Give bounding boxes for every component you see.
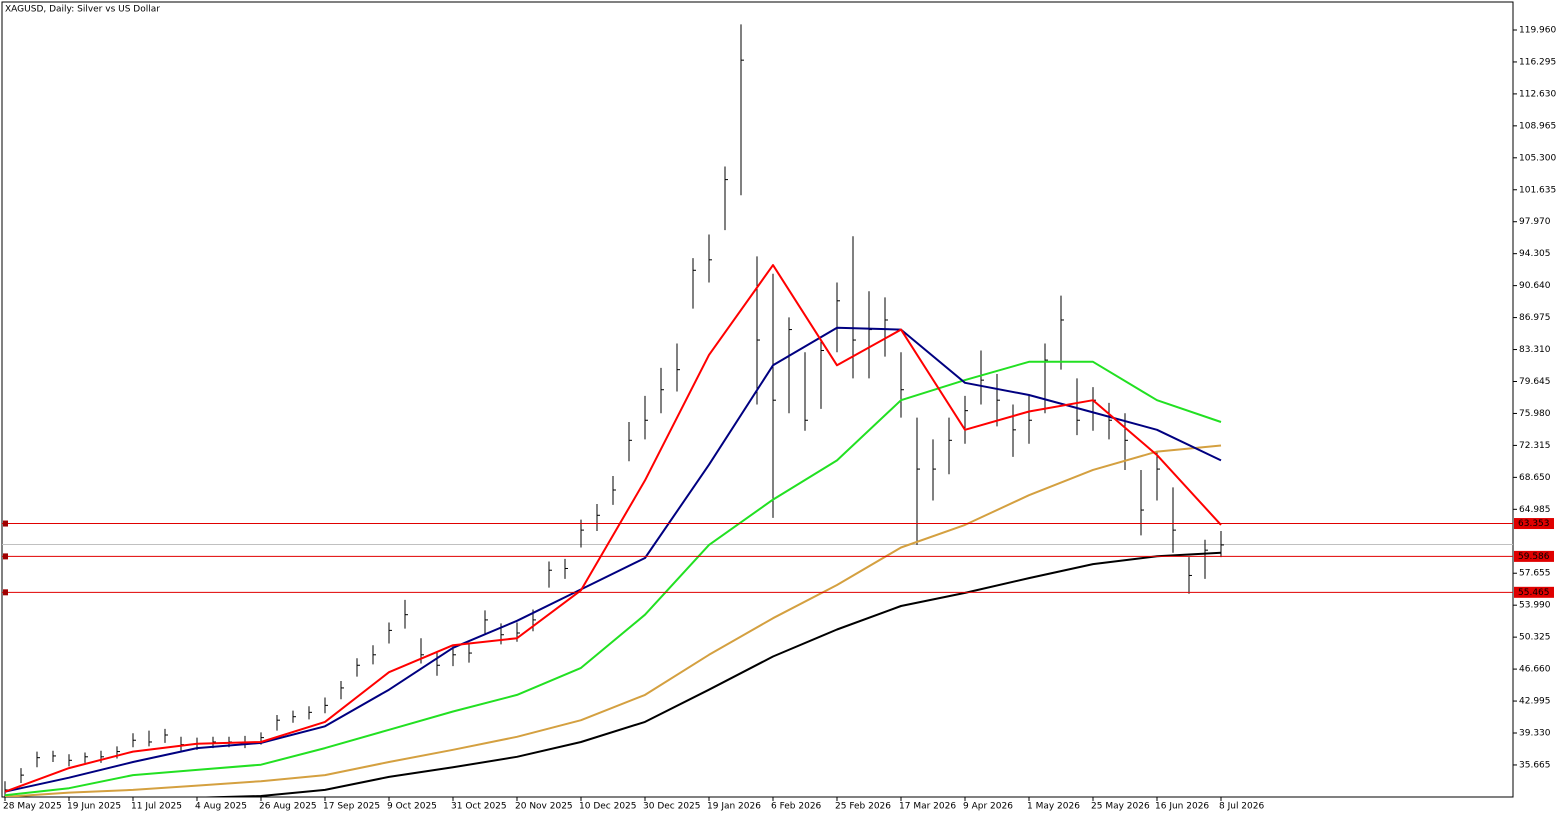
x-tick-label: 19 Jun 2025 [67, 802, 121, 812]
level-marker [3, 589, 8, 596]
y-tick-label: 119.960 [1519, 25, 1556, 35]
y-tick-label: 72.315 [1519, 441, 1551, 451]
y-tick-label: 35.665 [1519, 760, 1551, 770]
x-tick-label: 25 May 2026 [1091, 802, 1150, 812]
x-tick-label: 17 Sep 2025 [323, 802, 380, 812]
y-tick-label: 39.330 [1519, 729, 1551, 739]
chart-title: XAGUSD, Daily: Silver vs US Dollar [5, 5, 160, 15]
y-tick-label: 83.310 [1519, 345, 1551, 355]
y-tick-label: 75.980 [1519, 409, 1551, 419]
moving-average [4, 444, 1222, 797]
x-tick-label: 28 May 2025 [3, 802, 62, 812]
x-tick-label: 8 Jul 2026 [1219, 802, 1264, 812]
y-tick-label: 86.975 [1519, 313, 1551, 323]
y-tick-label: 101.635 [1519, 185, 1556, 195]
y-tick-label: 112.630 [1519, 89, 1556, 99]
y-tick-label: 94.305 [1519, 249, 1551, 259]
y-tick-label: 108.965 [1519, 121, 1556, 131]
x-tick-label: 4 Aug 2025 [195, 802, 247, 812]
y-tick-label: 53.990 [1519, 601, 1551, 611]
x-tick-label: 25 Feb 2026 [835, 802, 891, 812]
y-tick-label: 90.640 [1519, 281, 1551, 291]
moving-average [4, 264, 1222, 793]
x-tick-label: 16 Jun 2026 [1155, 802, 1209, 812]
level-label: 63.353 [1518, 519, 1550, 529]
y-tick-label: 42.995 [1519, 697, 1551, 707]
x-tick-label: 1 May 2026 [1027, 802, 1080, 812]
moving-average [4, 360, 1222, 797]
level-label-bg [1514, 550, 1554, 562]
moving-average [4, 326, 1222, 793]
x-tick-label: 10 Dec 2025 [579, 802, 637, 812]
plot-area [2, 24, 1513, 797]
y-tick-label: 116.295 [1519, 57, 1556, 67]
level-label: 55.465 [1518, 588, 1550, 598]
y-tick-label: 105.300 [1519, 153, 1556, 163]
x-tick-label: 26 Aug 2025 [259, 802, 317, 812]
x-tick-label: 20 Nov 2025 [515, 802, 573, 812]
y-tick-label: 97.970 [1519, 217, 1551, 227]
x-tick-label: 31 Oct 2025 [451, 802, 507, 812]
x-tick-label: 19 Jan 2026 [707, 802, 761, 812]
y-tick-label: 68.650 [1519, 473, 1551, 483]
level-marker [3, 553, 8, 560]
y-tick-label: 64.985 [1519, 505, 1551, 515]
level-marker [3, 520, 8, 527]
level-label-bg [1514, 518, 1554, 530]
x-tick-label: 11 Jul 2025 [131, 802, 182, 812]
moving-average [192, 551, 1222, 797]
x-tick-label: 6 Feb 2026 [771, 802, 822, 812]
y-tick-label: 50.325 [1519, 633, 1551, 643]
y-tick-label: 46.660 [1519, 665, 1551, 675]
level-label: 59.586 [1518, 552, 1550, 562]
x-tick-label: 17 Mar 2026 [899, 802, 956, 812]
x-tick-label: 9 Apr 2026 [963, 802, 1013, 812]
level-label-bg [1514, 586, 1554, 598]
x-tick-label: 30 Dec 2025 [643, 802, 701, 812]
y-tick-label: 79.645 [1519, 377, 1551, 387]
y-tick-label: 57.655 [1519, 569, 1551, 579]
x-tick-label: 9 Oct 2025 [387, 802, 437, 812]
